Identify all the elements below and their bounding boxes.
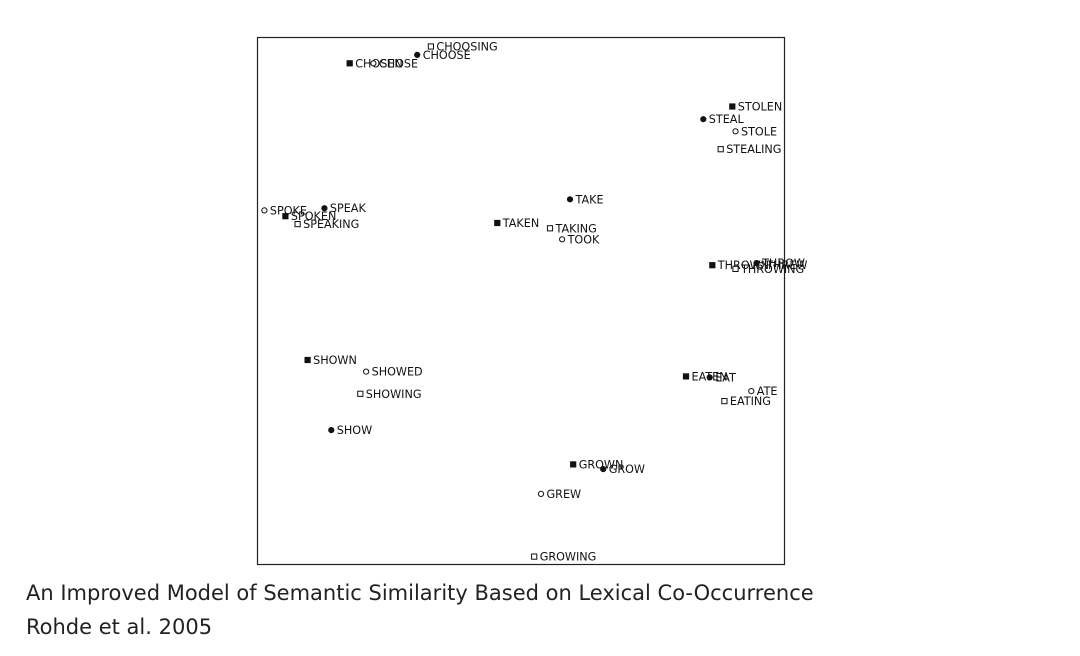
point-marker-grow: [600, 466, 607, 473]
point-label-threw: THREW: [765, 259, 807, 272]
point-marker-stole: [732, 128, 739, 135]
point-label-take: TAKE: [575, 193, 604, 206]
point-label-grow: GROW: [609, 463, 645, 476]
point-label-chosen: CHOSEN: [355, 57, 403, 70]
point-marker-chose: [370, 60, 377, 67]
caption-citation: Rohde et al. 2005: [26, 615, 213, 639]
point-label-ate: ATE: [757, 385, 778, 398]
plot-frame: [256, 36, 786, 566]
point-label-spoken: SPOKEN: [291, 210, 336, 223]
point-marker-stolen: [729, 103, 736, 110]
point-marker-grown: [570, 461, 577, 468]
point-marker-steal: [700, 116, 707, 123]
point-marker-show: [328, 427, 335, 434]
point-label-choosing: CHOOSING: [436, 41, 497, 54]
point-label-stole: STOLE: [741, 125, 777, 138]
point-marker-speaking: [294, 221, 301, 228]
point-label-stealing: STEALING: [726, 143, 781, 156]
point-label-throw: THROW: [761, 257, 805, 270]
point-label-speaking: SPEAKING: [303, 218, 359, 231]
point-label-choose: CHOOSE: [423, 49, 471, 62]
point-label-spoke: SPOKE: [270, 204, 307, 217]
point-marker-take: [566, 196, 574, 203]
point-marker-throwing: [732, 265, 739, 272]
point-label-stolen: STOLEN: [738, 101, 782, 114]
point-marker-showed: [363, 368, 370, 375]
point-marker-speak: [321, 205, 328, 212]
caption-title: An Improved Model of Semantic Similarity…: [26, 581, 814, 605]
point-marker-thrown: [709, 262, 716, 269]
point-marker-threw: [757, 262, 764, 269]
point-marker-taking: [546, 225, 554, 232]
point-label-growing: GROWING: [540, 551, 597, 564]
point-label-eating: EATING: [730, 395, 771, 408]
point-marker-eat: [706, 374, 713, 381]
point-label-throwing: THROWING: [740, 263, 804, 276]
point-marker-showing: [357, 390, 364, 397]
point-label-speak: SPEAK: [330, 202, 367, 215]
point-marker-eaten: [682, 373, 690, 380]
point-marker-growing: [531, 553, 538, 560]
point-marker-taken: [494, 219, 501, 227]
point-marker-spoke: [261, 207, 268, 214]
point-label-steal: STEAL: [709, 113, 745, 126]
point-label-grown: GROWN: [579, 458, 624, 471]
point-label-show: SHOW: [337, 424, 372, 437]
point-label-taking: TAKING: [555, 222, 597, 235]
point-label-chose: CHOSE: [379, 57, 418, 70]
point-marker-eating: [721, 398, 728, 405]
point-label-eat: EAT: [715, 371, 736, 384]
point-label-showing: SHOWING: [366, 388, 422, 401]
point-label-grew: GREW: [547, 488, 582, 501]
point-marker-choose: [414, 51, 421, 59]
point-marker-shown: [304, 356, 311, 364]
point-label-taken: TAKEN: [502, 217, 539, 230]
point-marker-stealing: [717, 146, 724, 153]
point-label-showed: SHOWED: [372, 366, 423, 379]
point-marker-took: [559, 236, 566, 243]
point-marker-ate: [748, 388, 755, 395]
point-marker-spoken: [282, 213, 289, 220]
point-marker-chosen: [346, 60, 353, 67]
point-label-shown: SHOWN: [313, 354, 357, 367]
point-marker-grew: [537, 490, 545, 497]
point-label-took: TOOK: [567, 233, 600, 246]
point-marker-choosing: [427, 43, 434, 50]
